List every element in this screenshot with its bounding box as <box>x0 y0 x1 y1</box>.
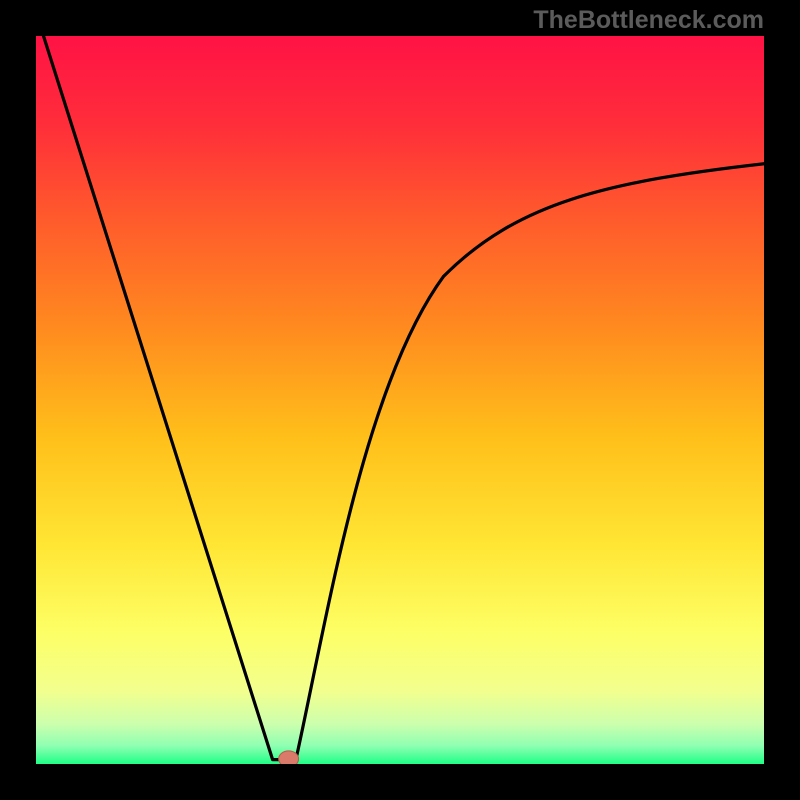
optimum-marker <box>279 751 299 764</box>
gradient-background <box>36 36 764 764</box>
bottleneck-chart <box>36 36 764 764</box>
chart-stage: TheBottleneck.com <box>0 0 800 800</box>
watermark-text: TheBottleneck.com <box>533 6 764 35</box>
